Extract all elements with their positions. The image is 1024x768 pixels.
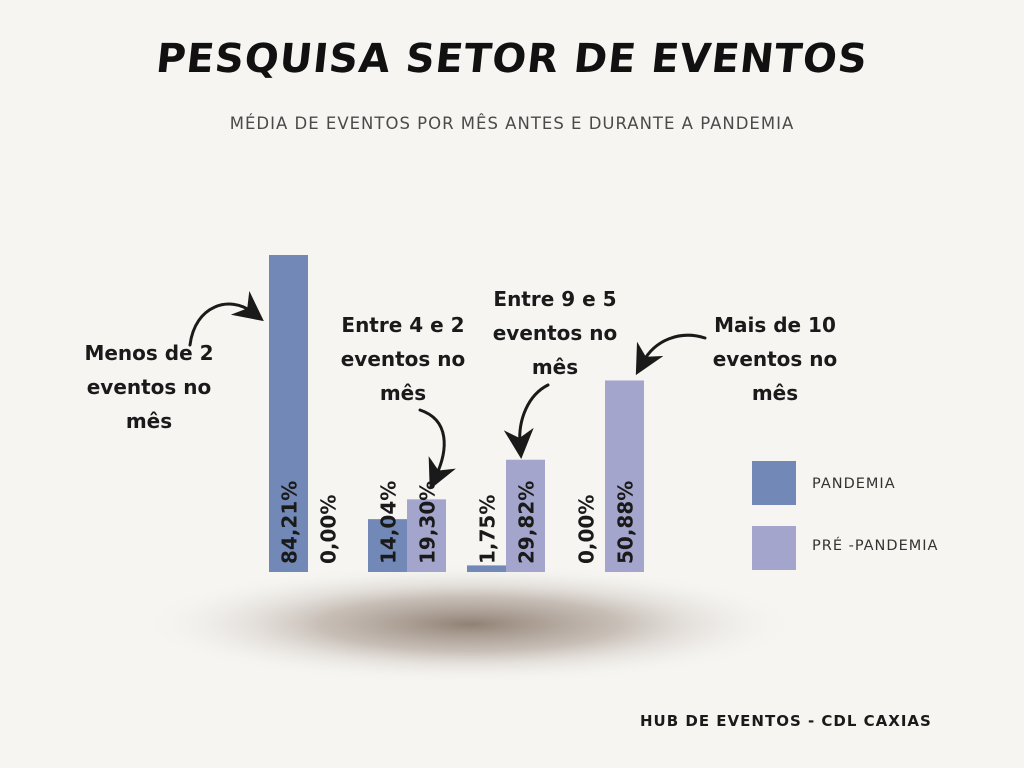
bar-pandemia-1: [269, 255, 308, 572]
annotation-entre-9-e-5: Entre 9 e 5 eventos no mês: [492, 287, 618, 379]
data-label-pre-pandemia-3: 29,82%: [515, 481, 539, 564]
arrow-icon: [418, 408, 456, 490]
bar-pandemia-3: [467, 565, 506, 572]
arrow-icon: [503, 383, 550, 459]
bar-pre-pandemia-4: [605, 380, 644, 572]
data-label-pre-pandemia-4: 50,88%: [614, 481, 638, 564]
data-label-pandemia-2: 14,04%: [377, 481, 401, 564]
data-label-pandemia-1: 84,21%: [278, 481, 302, 564]
legend-swatch-pre-pandemia: [752, 526, 796, 570]
bar-pre-pandemia-2: [407, 499, 446, 572]
page-subtitle: MÉDIA DE EVENTOS POR MÊS ANTES E DURANTE…: [229, 114, 795, 133]
data-label-pandemia-3: 1,75%: [476, 495, 500, 564]
footer-credit: HUB DE EVENTOS - CDL CAXIAS: [640, 712, 932, 730]
bar-pandemia-2: [368, 519, 407, 572]
bar-labels-group: 84,21% 14,04% 1,75% 0,00% 0,00% 19,30% 29,82% 5…: [278, 481, 638, 564]
legend-swatch-pandemia: [752, 461, 796, 505]
data-label-pre-pandemia-2: 19,30%: [416, 481, 440, 564]
bars-group: [269, 255, 644, 572]
annotation-mais-de-10: Mais de 10 eventos no mês: [712, 313, 838, 405]
arrow-icon: [188, 290, 264, 347]
data-label-pandemia-4: 0,00%: [575, 495, 599, 564]
data-label-pre-pandemia-1: 0,00%: [317, 495, 341, 564]
annotation-entre-4-e-2: Entre 4 e 2 eventos no mês: [340, 313, 466, 405]
legend-label-pre-pandemia: PRÉ -PANDEMIA: [812, 538, 939, 554]
legend-label-pandemia: PANDEMIA: [812, 476, 896, 492]
annotation-menos-de-2: Menos de 2 eventos no mês: [84, 341, 214, 433]
arrows-group: [188, 290, 707, 490]
arrow-icon: [635, 333, 707, 376]
bar-pre-pandemia-3: [506, 459, 545, 572]
floor-shadow: [140, 564, 800, 684]
